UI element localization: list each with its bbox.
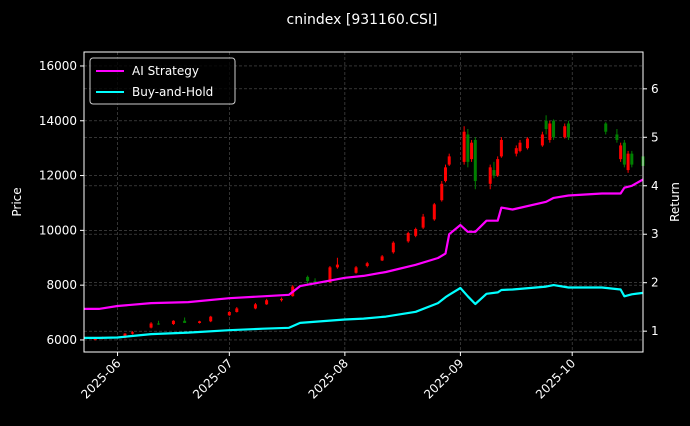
candle-body [552, 120, 556, 138]
candle-body [622, 142, 626, 165]
candle-body [183, 320, 187, 323]
y-tick-label-right: 3 [651, 227, 659, 241]
y-tick-label-right: 6 [651, 82, 659, 96]
candles [93, 115, 645, 341]
candle-body [235, 308, 239, 312]
candle-body [335, 264, 339, 268]
plot-frame [83, 51, 644, 353]
candle-body [473, 139, 477, 182]
candle-body [253, 304, 257, 309]
candle-body [563, 126, 567, 138]
candle-body [518, 142, 522, 151]
x-tick-label: 2025-06 [78, 356, 123, 401]
candle-body [548, 123, 552, 140]
candle-body [630, 153, 634, 165]
candle-body [149, 323, 153, 328]
candle-body [414, 228, 418, 236]
candle-body [313, 281, 317, 283]
candle-body [615, 134, 619, 140]
candle-body [93, 338, 97, 340]
candle-body [365, 263, 369, 266]
series-line-buy-and-hold [84, 284, 644, 339]
candle-body [406, 233, 410, 242]
legend: AI Strategy Buy-and-Hold [89, 57, 236, 105]
candle-body [280, 298, 284, 301]
series-lines [84, 178, 644, 339]
candle-body [198, 321, 202, 323]
y-axis-label-right: Return [668, 182, 682, 222]
candle-body [619, 145, 623, 160]
candle-body [466, 134, 470, 162]
candle-body [462, 131, 466, 162]
candle-body [447, 156, 451, 165]
series-line-ai-strategy [84, 178, 644, 310]
candle-body [328, 267, 332, 283]
candle-body [354, 267, 358, 273]
candle-body [380, 256, 384, 261]
candle-body [157, 323, 161, 325]
y-tick-label-left: 14000 [39, 114, 77, 128]
y-tick-label-left: 10000 [39, 223, 77, 237]
legend-frame [89, 57, 236, 105]
candle-body [440, 183, 444, 201]
candle-body [470, 142, 474, 160]
y-tick-label-left: 16000 [39, 59, 77, 73]
x-tick-label: 2025-08 [306, 356, 351, 401]
y-tick-label-left: 6000 [46, 333, 77, 347]
candle-body [514, 148, 518, 154]
candle-body [443, 167, 447, 182]
y-tick-label-left: 12000 [39, 169, 77, 183]
candle-body [209, 316, 213, 322]
y-tick-label-right: 4 [651, 179, 659, 193]
candle-body [499, 139, 503, 157]
candle-body [265, 300, 269, 305]
candle-body [540, 134, 544, 146]
y-tick-label-right: 2 [651, 276, 659, 290]
candle-body [488, 167, 492, 184]
legend-label-buy-and-hold: Buy-and-Hold [132, 85, 213, 99]
candle-body [525, 138, 529, 149]
candle-body [391, 242, 395, 253]
candle-body [626, 153, 630, 171]
legend-label-ai-strategy: AI Strategy [132, 64, 199, 78]
candle-body [130, 332, 134, 334]
y-axis-label-left: Price [10, 187, 24, 216]
y-tick-label-left: 8000 [46, 278, 77, 292]
candle-body [171, 320, 175, 325]
candle-body [604, 123, 608, 132]
candle-body [432, 204, 436, 220]
y-tick-label-right: 1 [651, 324, 659, 338]
candle-body [421, 216, 425, 228]
candle-body [306, 276, 310, 282]
candle-body [492, 170, 496, 176]
x-tick-label: 2025-07 [190, 356, 235, 401]
x-tick-label: 2025-10 [533, 356, 578, 401]
y-tick-label-right: 5 [651, 130, 659, 144]
candle-body [544, 120, 548, 129]
candle-body [496, 159, 500, 176]
x-tick-label: 2025-09 [421, 356, 466, 401]
candle-body [566, 123, 570, 138]
chart-title: cnindex [931160.CSI] [287, 12, 438, 28]
candle-body [227, 312, 231, 316]
